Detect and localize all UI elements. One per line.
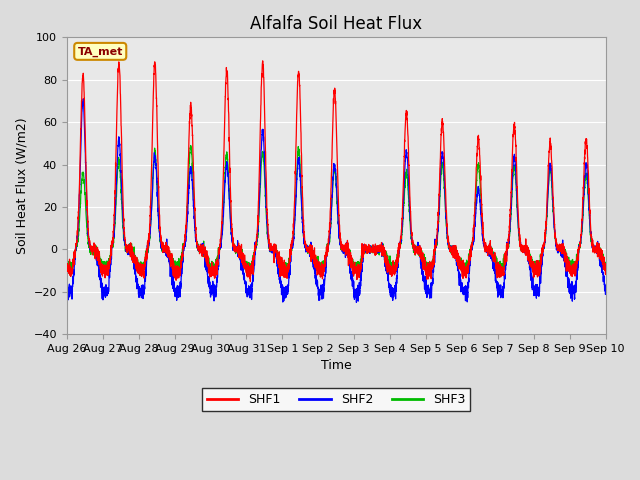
- SHF3: [602, 259, 609, 265]
- SHF2: [160, 248, 168, 254]
- SHF1: [602, 264, 609, 270]
- SHF1: [63, 264, 70, 270]
- Line: SHF2: SHF2: [67, 99, 605, 302]
- SHF3: [316, 261, 324, 267]
- SHF1: [160, 245, 168, 251]
- Legend: SHF1, SHF2, SHF3: SHF1, SHF2, SHF3: [202, 388, 470, 411]
- X-axis label: Time: Time: [321, 360, 351, 372]
- Line: SHF3: SHF3: [67, 145, 605, 274]
- SHF1: [316, 264, 324, 270]
- SHF1: [457, 259, 465, 265]
- SHF2: [457, 281, 465, 287]
- SHF2: [488, 256, 495, 262]
- Y-axis label: Soil Heat Flux (W/m2): Soil Heat Flux (W/m2): [15, 118, 28, 254]
- Line: SHF1: SHF1: [67, 61, 605, 282]
- SHF3: [187, 143, 195, 148]
- SHF1: [488, 250, 495, 256]
- SHF3: [457, 259, 465, 265]
- SHF3: [488, 245, 495, 251]
- SHF1: [259, 58, 266, 64]
- SHF3: [63, 261, 70, 266]
- SHF1: [428, 260, 435, 265]
- Text: TA_met: TA_met: [77, 46, 123, 57]
- SHF3: [602, 263, 609, 268]
- SHF1: [246, 279, 254, 285]
- SHF2: [602, 284, 609, 289]
- SHF3: [428, 271, 435, 277]
- SHF2: [602, 282, 609, 288]
- SHF1: [602, 266, 609, 272]
- SHF3: [160, 247, 168, 253]
- SHF2: [63, 286, 70, 292]
- SHF2: [428, 288, 435, 294]
- SHF3: [428, 265, 435, 271]
- Title: Alfalfa Soil Heat Flux: Alfalfa Soil Heat Flux: [250, 15, 422, 33]
- SHF2: [316, 289, 324, 295]
- SHF2: [353, 300, 360, 305]
- SHF2: [79, 96, 87, 102]
